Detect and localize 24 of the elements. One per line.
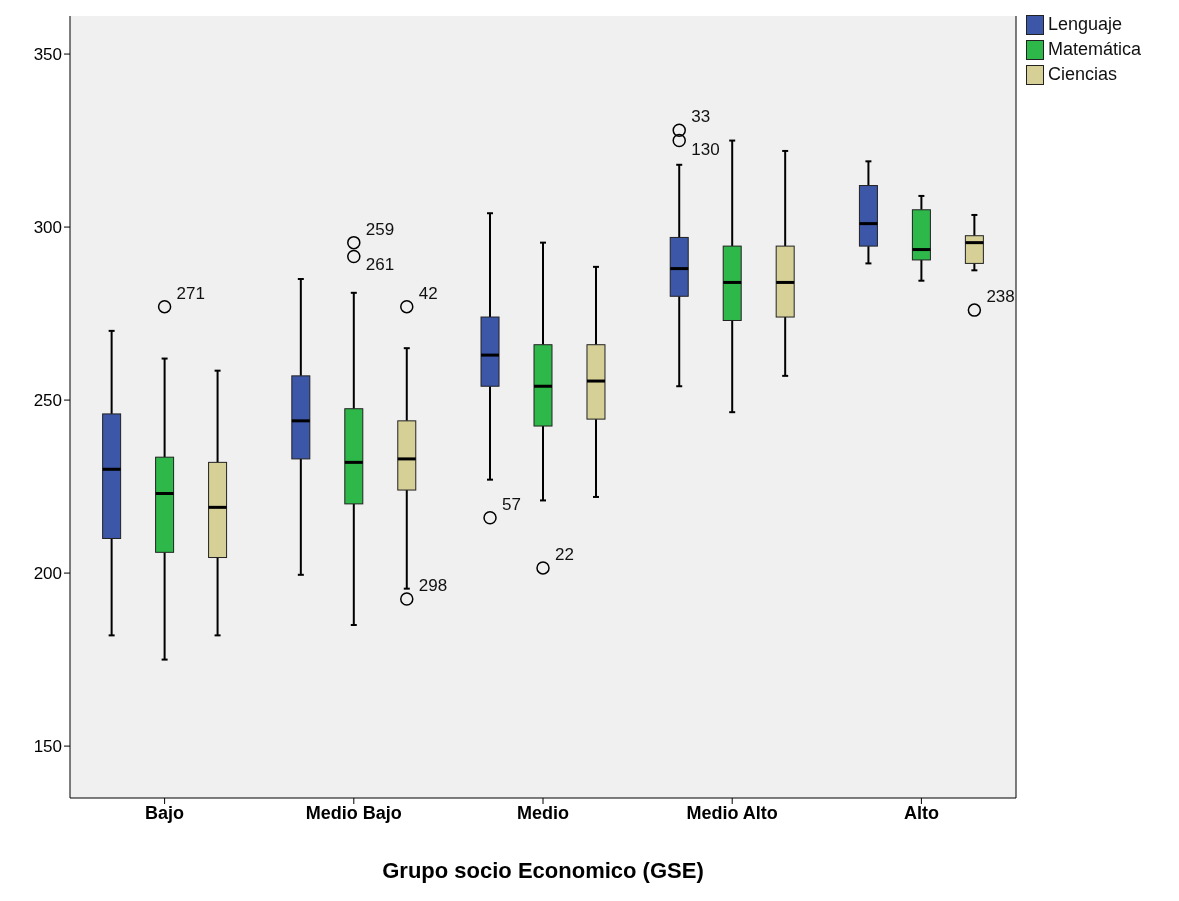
legend-label: Matemática — [1048, 39, 1142, 60]
x-tick-label: Medio — [517, 802, 569, 823]
y-tick-label: 150 — [33, 737, 62, 757]
x-axis-title: Grupo socio Economico (GSE) — [382, 858, 704, 883]
annotation: 22 — [555, 544, 574, 564]
y-tick-label: 200 — [33, 564, 62, 584]
legend-label: Ciencias — [1048, 64, 1118, 85]
annotation: 130 — [691, 139, 720, 159]
x-tick-label: Medio Bajo — [305, 802, 402, 823]
y-tick-label: 350 — [33, 45, 62, 65]
annotation: 238 — [986, 287, 1015, 307]
x-tick-label: Medio Alto — [686, 802, 778, 823]
x-tick-label: Bajo — [145, 802, 185, 823]
x-tick-label: Alto — [903, 802, 939, 823]
y-tick-label: 300 — [33, 218, 62, 238]
y-tick-label: 250 — [33, 391, 62, 411]
annotation: 271 — [176, 283, 205, 303]
annotation: 259 — [365, 219, 395, 239]
annotation: 298 — [418, 576, 448, 596]
annotation: 33 — [691, 107, 711, 127]
annotation: 42 — [418, 283, 438, 303]
legend-label: Lenguaje — [1048, 14, 1123, 35]
annotation: 261 — [365, 255, 395, 275]
annotation: 57 — [502, 494, 521, 514]
